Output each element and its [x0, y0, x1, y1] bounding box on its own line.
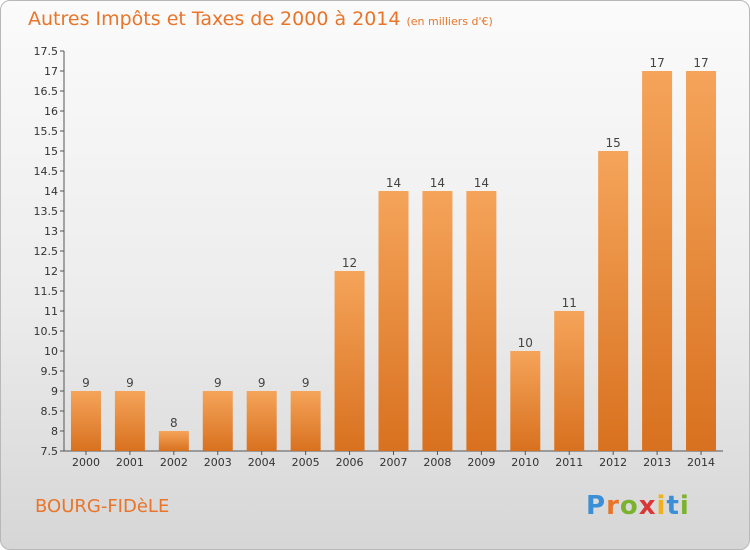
value-label: 14	[474, 176, 489, 190]
proxiti-logo[interactable]: Proxiti	[586, 491, 690, 521]
value-label: 15	[606, 136, 621, 150]
bar	[554, 311, 585, 451]
y-tick-label: 15	[44, 145, 58, 158]
y-tick-label: 17.5	[34, 45, 59, 58]
bar	[510, 351, 541, 451]
x-tick-label: 2010	[511, 456, 539, 469]
x-tick-label: 2011	[555, 456, 583, 469]
logo-letter: i	[679, 491, 690, 521]
x-tick-label: 2002	[160, 456, 188, 469]
value-label: 14	[386, 176, 401, 190]
y-tick-label: 11	[44, 305, 58, 318]
y-tick-label: 9.5	[41, 365, 59, 378]
bar	[246, 391, 277, 451]
x-tick-label: 2005	[292, 456, 320, 469]
y-tick-label: 14.5	[34, 165, 59, 178]
y-tick-label: 13.5	[34, 205, 59, 218]
chart-title-text: Autres Impôts et Taxes de 2000 à 2014	[28, 8, 401, 30]
y-tick-label: 17	[44, 65, 58, 78]
x-tick-label: 2009	[467, 456, 495, 469]
y-tick-label: 10	[44, 345, 58, 358]
bar	[202, 391, 233, 451]
bar	[114, 391, 145, 451]
y-tick-label: 9	[51, 385, 58, 398]
bar	[70, 391, 101, 451]
chart-unit: (en milliers d'€)	[406, 15, 493, 28]
value-label: 9	[82, 376, 90, 390]
value-label: 9	[258, 376, 266, 390]
x-tick-label: 2004	[248, 456, 276, 469]
y-tick-label: 14	[44, 185, 58, 198]
value-label: 10	[518, 336, 533, 350]
y-tick-label: 16.5	[34, 85, 59, 98]
y-tick-label: 10.5	[34, 325, 59, 338]
value-label: 12	[342, 256, 357, 270]
logo-letter: r	[606, 491, 620, 521]
bar	[290, 391, 321, 451]
y-tick-label: 16	[44, 105, 58, 118]
logo-letter: i	[656, 491, 667, 521]
x-tick-label: 2013	[643, 456, 671, 469]
x-tick-label: 2014	[687, 456, 715, 469]
y-tick-label: 8	[51, 425, 58, 438]
bar	[334, 271, 365, 451]
bar	[466, 191, 497, 451]
labels: 9 2000 9 2001 8 2002 9 2003 9 2004 9 2005 12 2006 14 20…	[72, 56, 715, 469]
chart-title: Autres Impôts et Taxes de 2000 à 2014 (en…	[28, 8, 493, 30]
value-label: 9	[126, 376, 134, 390]
commune-name: BOURG-FIDèLE	[35, 496, 170, 517]
y-tick-label: 11.5	[34, 285, 59, 298]
y-tick-label: 8.5	[41, 405, 59, 418]
value-label: 17	[649, 56, 664, 70]
y-tick-label: 15.5	[34, 125, 59, 138]
y-tick-label: 7.5	[41, 445, 59, 458]
x-tick-label: 2003	[204, 456, 232, 469]
value-label: 9	[302, 376, 310, 390]
x-tick-label: 2001	[116, 456, 144, 469]
value-label: 14	[430, 176, 445, 190]
logo-letter: t	[666, 491, 680, 521]
y-tick-label: 12	[44, 265, 58, 278]
bar	[158, 431, 189, 451]
x-tick-label: 2006	[336, 456, 364, 469]
x-tick-label: 2000	[72, 456, 100, 469]
bar	[642, 71, 673, 451]
x-tick-label: 2008	[423, 456, 451, 469]
logo-letter: x	[638, 491, 657, 521]
logo-letter: P	[586, 491, 607, 521]
y-tick-label: 12.5	[34, 245, 59, 258]
value-label: 17	[693, 56, 708, 70]
value-label: 9	[214, 376, 222, 390]
bar	[598, 151, 629, 451]
bar	[378, 191, 409, 451]
x-tick-label: 2007	[380, 456, 408, 469]
y-tick-label: 13	[44, 225, 58, 238]
value-label: 8	[170, 416, 178, 430]
bar	[686, 71, 717, 451]
logo-letter: o	[619, 491, 639, 521]
value-label: 11	[562, 296, 577, 310]
x-tick-label: 2012	[599, 456, 627, 469]
bars	[70, 71, 717, 451]
bar	[422, 191, 453, 451]
